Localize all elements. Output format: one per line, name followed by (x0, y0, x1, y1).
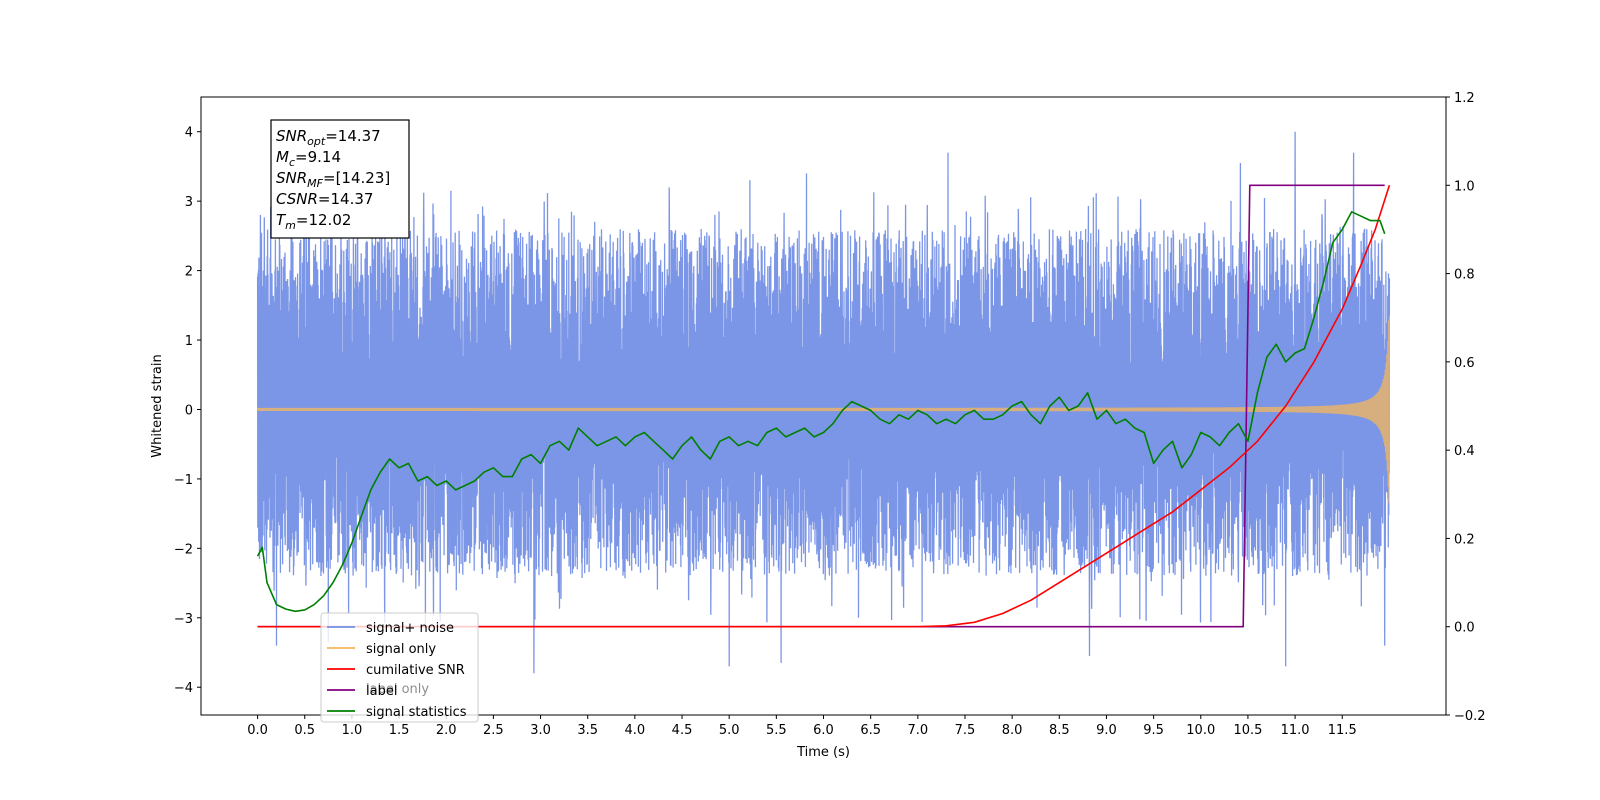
legend-label: label (366, 684, 397, 699)
legend-label: signal+ noise (366, 621, 454, 636)
series-signal-statistics (256, 211, 1386, 613)
x-tick-label: 4.5 (672, 723, 693, 738)
y-tick-label: 3 (185, 195, 193, 210)
x-tick-label: 4.0 (625, 723, 646, 738)
x-tick-label: 11.0 (1281, 723, 1310, 738)
y-tick-label: 0 (185, 403, 193, 418)
x-tick-label: 10.5 (1233, 723, 1262, 738)
annotation-line: Tm=12.02 (276, 211, 351, 232)
x-tick-label: 7.5 (955, 723, 976, 738)
x-tick-label: 2.5 (483, 723, 504, 738)
x-tick-label: 7.0 (907, 723, 928, 738)
x-tick-label: 8.5 (1049, 723, 1070, 738)
y-axis-title: Whitened strain (150, 354, 165, 457)
y-tick-label: −3 (174, 612, 193, 627)
x-tick-label: 6.0 (813, 723, 834, 738)
plot-area (256, 131, 1391, 674)
y-tick-label: 4 (185, 126, 193, 141)
annotation-box: SNRopt=14.37Mc=9.14SNRMF=[14.23]CSNR=14.… (270, 119, 410, 239)
x-tick-label: 11.5 (1328, 723, 1357, 738)
y2-tick-label: 0.6 (1454, 356, 1475, 371)
y-tick-label: 2 (185, 265, 193, 280)
y-tick-label: −2 (174, 542, 193, 557)
y-tick-label: 1 (185, 334, 193, 349)
legend-label: cumilative SNR (366, 663, 465, 678)
x-tick-label: 0.0 (247, 723, 268, 738)
legend-label: signal only (366, 642, 436, 657)
series-signal-only (257, 315, 1390, 504)
x-tick-label: 10.0 (1186, 723, 1215, 738)
annotation-line: SNRMF=[14.23] (276, 169, 390, 190)
series-cumilative-snr (257, 185, 1391, 628)
annotation-line: CSNR=14.37 (276, 190, 373, 208)
legend: label only signal+ noise signal only cumila… (320, 612, 479, 723)
annotation-frame (270, 119, 410, 239)
x-tick-label: 5.0 (719, 723, 740, 738)
x-tick-label: 1.0 (342, 723, 363, 738)
series-signal-plus-noise (256, 131, 1391, 674)
y-tick-label: −1 (174, 473, 193, 488)
legend-label: signal statistics (366, 705, 467, 720)
y2-tick-label: 0.2 (1454, 532, 1475, 547)
y2-tick-label: 1.0 (1454, 179, 1475, 194)
x-tick-label: 3.5 (577, 723, 598, 738)
y2-tick-label: 0.4 (1454, 444, 1475, 459)
y2-tick-label: 0.0 (1454, 621, 1475, 636)
axes: 0.0 0.5 1.0 1.5 2.0 2.5 3.0 3.5 4.0 4.5 5.0 5.5 6.0 6… (174, 91, 1486, 738)
y2-tick-label: −0.2 (1454, 709, 1486, 724)
x-tick-label: 6.5 (860, 723, 881, 738)
legend-frame (320, 612, 479, 723)
x-tick-label: 5.5 (766, 723, 787, 738)
x-axis-title: Time (s) (796, 745, 850, 760)
y2-tick-label: 0.8 (1454, 268, 1475, 283)
x-tick-label: 0.5 (294, 723, 315, 738)
x-tick-label: 2.0 (436, 723, 457, 738)
x-tick-label: 9.0 (1096, 723, 1117, 738)
annotation-line: Mc=9.14 (276, 148, 341, 169)
x-tick-label: 9.5 (1143, 723, 1164, 738)
y-tick-label: −4 (174, 681, 193, 696)
x-tick-label: 1.5 (389, 723, 410, 738)
annotation-line: SNRopt=14.37 (276, 127, 381, 148)
x-tick-label: 3.0 (530, 723, 551, 738)
y2-tick-label: 1.2 (1454, 91, 1475, 106)
x-tick-label: 8.0 (1002, 723, 1023, 738)
legend-hidden-text: label only (366, 682, 429, 697)
